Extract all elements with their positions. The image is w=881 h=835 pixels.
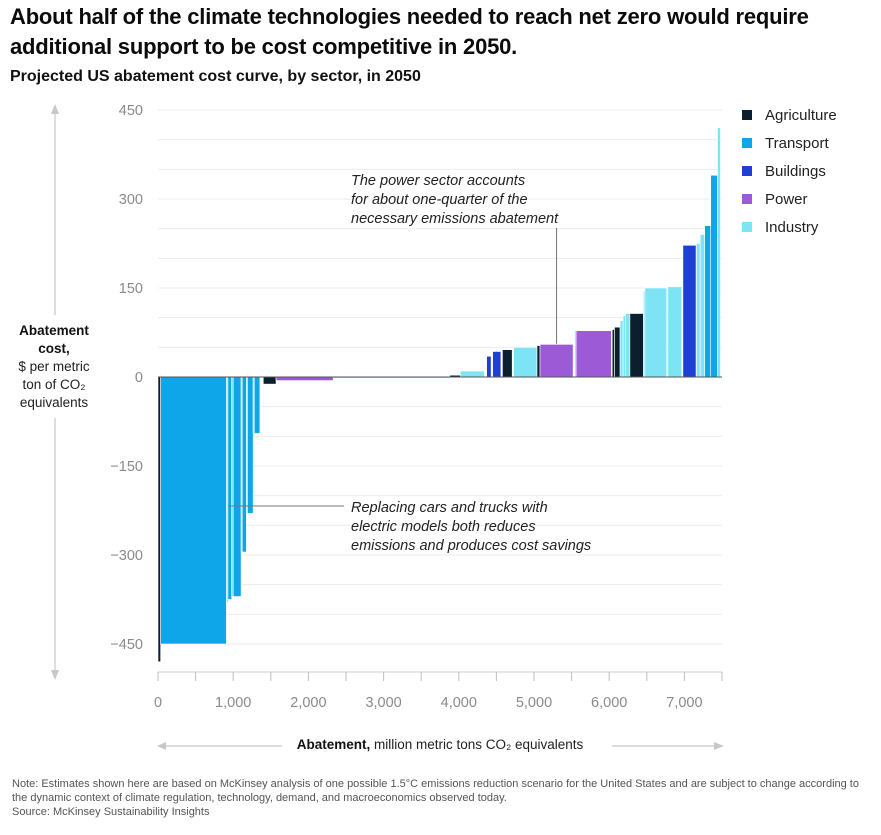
y-axis-title-rest: $ per metric ton of CO₂ equivalents [18,359,90,410]
bar-transport [253,376,261,434]
bar-industry [460,370,485,378]
y-axis-title: Abatement cost, $ per metric ton of CO₂ … [0,322,108,412]
legend-swatch [742,194,752,204]
bar-industry [644,287,668,378]
annotation-power-text: for about one-quarter of the [351,192,528,208]
y-tick-label: 150 [119,281,143,297]
bar-power [539,344,574,378]
y-tick-label: −300 [110,548,143,564]
bar-agriculture [262,376,277,385]
legend-swatch [742,138,752,148]
bar-power [575,330,612,378]
annotation-transport-text: electric models both reduces [351,519,536,535]
x-axis-title-rest: million metric tons CO₂ equivalents [370,737,584,752]
x-tick-label: 0 [154,695,162,711]
bar-transport [160,376,227,645]
legend-item: Buildings [765,163,826,180]
annotation-transport-text: Replacing cars and trucks with [351,500,548,516]
chart-footnote: Note: Estimates shown here are based on … [12,777,872,819]
note-text: Note: Estimates shown here are based on … [12,778,859,804]
legend-item: Power [765,191,808,208]
bar-agriculture [157,376,161,663]
annotation-power-text: necessary emissions abatement [351,211,559,227]
legend-item: Industry [765,219,819,236]
bar-transport [227,376,232,600]
headline: About half of the climate technologies n… [10,4,809,59]
bar-power [275,376,334,381]
bar-agriculture [502,349,513,378]
x-axis-title: Abatement, million metric tons CO₂ equiv… [160,737,720,752]
x-tick-label: 4,000 [441,695,477,711]
x-axis-title-bold: Abatement, [296,737,371,752]
legend-swatch [742,110,752,120]
bar-agriculture [611,329,615,378]
x-tick-label: 7,000 [666,695,702,711]
x-tick-label: 1,000 [215,695,251,711]
bar-industry [699,234,706,378]
bar-buildings [486,355,492,378]
legend-swatch [742,166,752,176]
bar-transport [704,225,712,378]
bar-transport [241,376,247,553]
bar-industry [622,315,626,378]
legend: Agriculture Transport Buildings Power Indust… [742,107,837,236]
arrow-down-icon [51,670,59,680]
annotation-transport-text: emissions and produces cost savings [351,538,591,554]
y-axis-title-bold: Abatement cost, [19,323,89,356]
x-tick-label: 3,000 [365,695,401,711]
y-tick-label: 450 [119,103,143,119]
y-tick-label: 0 [135,370,143,386]
bar-industry [667,286,683,378]
bars [157,127,721,663]
bar-industry [619,320,624,378]
bar-transport [247,376,254,514]
bar-industry [625,313,631,378]
bar-buildings [492,351,502,378]
bar-transport [232,376,242,597]
x-tick-label: 6,000 [591,695,627,711]
x-tick-label: 2,000 [290,695,326,711]
y-tick-label: −450 [110,637,143,653]
annotation-power-text: The power sector accounts [351,173,525,189]
bar-industry [717,127,721,378]
legend-item: Transport [765,135,829,152]
arrow-left-icon [157,742,166,750]
bar-buildings [682,244,697,378]
arrow-up-icon [51,104,59,114]
bar-industry [513,347,538,378]
bar-agriculture [629,313,644,378]
legend-swatch [742,222,752,232]
legend-item: Agriculture [765,107,837,124]
bar-agriculture [614,326,621,378]
arrow-right-icon [714,742,724,750]
source-text: Source: McKinsey Sustainability Insights [12,806,210,818]
y-tick-label: 300 [119,192,143,208]
bar-transport [710,174,718,378]
x-tick-label: 5,000 [516,695,552,711]
bar-agriculture [536,345,541,378]
y-tick-label: −150 [110,459,143,475]
bar-industry [696,243,701,378]
chart-subtitle: Projected US abatement cost curve, by se… [10,68,421,85]
